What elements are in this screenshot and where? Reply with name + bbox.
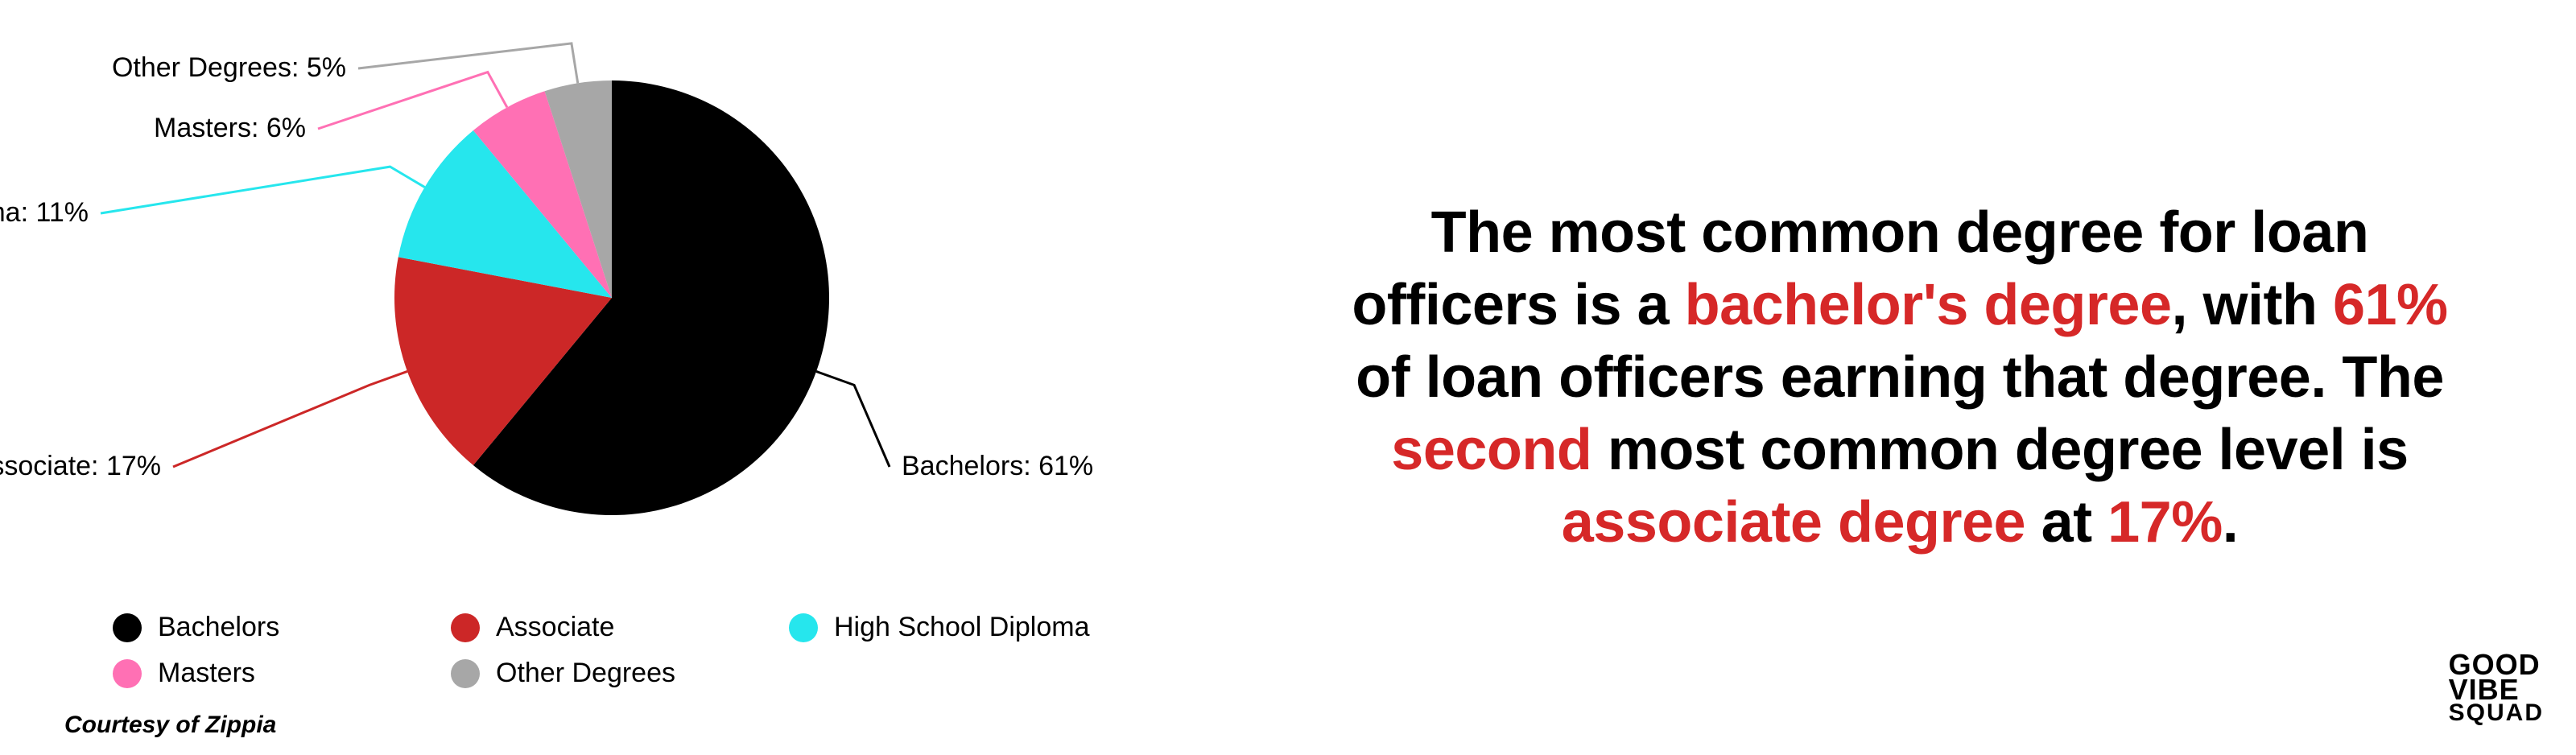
legend-item-other-degrees: Other Degrees — [451, 658, 789, 689]
legend-swatch — [789, 613, 818, 642]
credit-line: Courtesy of Zippia — [64, 712, 276, 739]
legend-swatch — [113, 659, 142, 688]
legend-item-associate: Associate — [451, 612, 789, 643]
legend-swatch — [451, 659, 480, 688]
headline-highlight: bachelor's degree — [1685, 273, 2172, 337]
headline-fragment: at — [2025, 490, 2107, 555]
legend: Bachelors Associate High School Diploma Mas… — [113, 612, 1240, 703]
headline-fragment: most common degree level is — [1591, 418, 2408, 482]
headline-highlight: second — [1391, 418, 1591, 482]
legend-label: Bachelors — [158, 612, 279, 643]
legend-item-high-school-diploma: High School Diploma — [789, 612, 1127, 643]
pie-chart: Bachelors: 61%Associate: 17%High School … — [0, 0, 1288, 580]
legend-swatch — [451, 613, 480, 642]
legend-label: Masters — [158, 658, 255, 689]
headline-panel: The most common degree for loan officers… — [1288, 0, 2576, 755]
logo-line-2: VIBE — [2449, 678, 2544, 703]
chart-panel: Bachelors: 61%Associate: 17%High School … — [0, 0, 1288, 755]
headline-fragment: . — [2223, 490, 2239, 555]
legend-swatch — [113, 613, 142, 642]
logo-line-3: SQUAD — [2449, 703, 2544, 724]
headline-highlight: associate degree — [1562, 490, 2025, 555]
headline-fragment: , with — [2171, 273, 2332, 337]
legend-item-bachelors: Bachelors — [113, 612, 451, 643]
brand-logo: GOOD VIBE SQUAD — [2449, 653, 2544, 723]
headline-highlight: 61% — [2333, 273, 2448, 337]
headline-highlight: 17% — [2107, 490, 2223, 555]
headline-text: The most common degree for loan officers… — [1320, 196, 2479, 559]
headline-fragment: of loan officers earning that degree. Th… — [1356, 345, 2444, 410]
legend-label: Associate — [496, 612, 614, 643]
legend-item-masters: Masters — [113, 658, 451, 689]
leader-line — [0, 0, 1288, 580]
pie-label-other-degrees: Other Degrees: 5% — [112, 52, 346, 84]
legend-label: High School Diploma — [834, 612, 1090, 643]
legend-label: Other Degrees — [496, 658, 675, 689]
